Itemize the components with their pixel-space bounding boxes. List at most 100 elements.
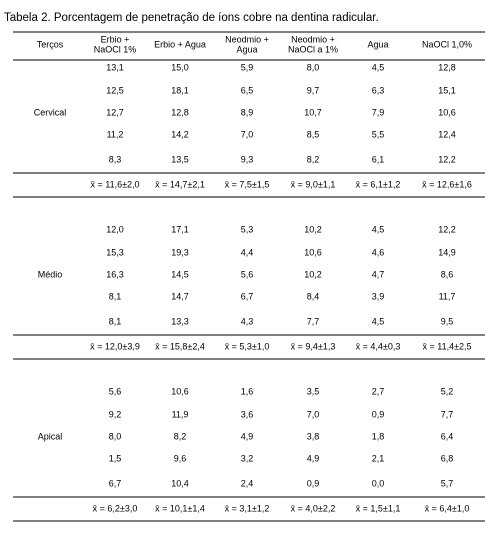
cell: 4,5 bbox=[372, 316, 385, 326]
mean-cell: x̄ = 1,5±1,1 bbox=[356, 503, 401, 513]
cell: 14,9 bbox=[438, 247, 456, 257]
mean-cell: x̄ = 11,4±2,5 bbox=[422, 341, 471, 351]
cell: 1,6 bbox=[241, 386, 254, 396]
column-header: Agua bbox=[236, 44, 257, 54]
cell: 6,7 bbox=[109, 478, 122, 488]
cell: 8,0 bbox=[307, 62, 320, 72]
cell: 5,6 bbox=[109, 386, 122, 396]
cell: 3,2 bbox=[241, 453, 254, 463]
cell: 7,9 bbox=[372, 107, 385, 117]
cell: 8,1 bbox=[109, 291, 122, 301]
cell: 9,5 bbox=[441, 316, 454, 326]
column-header: Neodmio + bbox=[225, 34, 269, 44]
mean-cell: x̄ = 4,4±0,3 bbox=[356, 341, 401, 351]
cell: 6,7 bbox=[241, 291, 254, 301]
mean-cell: x̄ = 9,4±1,3 bbox=[291, 341, 336, 351]
mean-cell: x̄ = 12,0±3,9 bbox=[90, 341, 140, 351]
cell: 10,2 bbox=[304, 269, 322, 279]
column-header: Erbio + Agua bbox=[154, 39, 206, 49]
cell: 12,7 bbox=[106, 107, 124, 117]
cell: 8,6 bbox=[441, 269, 454, 279]
cell: 5,3 bbox=[241, 224, 254, 234]
cell: 16,3 bbox=[106, 269, 124, 279]
cell: 4,4 bbox=[241, 247, 254, 257]
cell: 12,0 bbox=[106, 224, 124, 234]
cell: 4,5 bbox=[372, 62, 385, 72]
cell: 6,1 bbox=[372, 154, 385, 164]
mean-cell: x̄ = 6,1±1,2 bbox=[356, 179, 401, 189]
column-header: NaOCl 1,0% bbox=[422, 39, 472, 49]
cell: 8,3 bbox=[109, 154, 122, 164]
cell: 7,7 bbox=[307, 316, 320, 326]
cell: 19,3 bbox=[171, 247, 189, 257]
cell: 13,5 bbox=[171, 154, 189, 164]
mean-cell: x̄ = 9,0±1,1 bbox=[291, 179, 336, 189]
cell: 12,5 bbox=[106, 85, 124, 95]
mean-cell: x̄ = 4,0±2,2 bbox=[291, 503, 336, 513]
cell: 12,4 bbox=[438, 129, 456, 139]
cell: 10,6 bbox=[304, 247, 322, 257]
cell: 8,9 bbox=[241, 107, 254, 117]
cell: 2,4 bbox=[241, 478, 254, 488]
cell: 4,3 bbox=[241, 316, 254, 326]
cell: 11,2 bbox=[107, 129, 124, 139]
cell: 5,9 bbox=[241, 62, 254, 72]
cell: 10,6 bbox=[171, 386, 189, 396]
cell: 3,8 bbox=[307, 431, 320, 441]
cell: 4,5 bbox=[372, 224, 385, 234]
cell: 11,9 bbox=[172, 409, 189, 419]
cell: 13,3 bbox=[171, 316, 189, 326]
cell: 4,7 bbox=[372, 269, 385, 279]
column-header: Terços bbox=[37, 39, 64, 49]
mean-cell: x̄ = 6,2±3,0 bbox=[93, 503, 138, 513]
cell: 0,9 bbox=[307, 478, 320, 488]
cell: 9,2 bbox=[109, 409, 122, 419]
cell: 8,2 bbox=[307, 154, 320, 164]
cell: 10,4 bbox=[171, 478, 189, 488]
cell: 10,2 bbox=[304, 224, 322, 234]
cell: 15,0 bbox=[171, 62, 189, 72]
cell: 4,9 bbox=[307, 453, 320, 463]
cell: 12,2 bbox=[438, 154, 456, 164]
table-title: Tabela 2. Porcentagem de penetração de í… bbox=[4, 12, 379, 24]
mean-cell: x̄ = 15,8±2,4 bbox=[155, 341, 205, 351]
column-header: NaOCl a 1% bbox=[288, 44, 338, 54]
cell: 6,4 bbox=[441, 431, 454, 441]
cell: 8,2 bbox=[174, 431, 187, 441]
cell: 9,7 bbox=[307, 85, 320, 95]
cell: 4,9 bbox=[241, 431, 254, 441]
mean-cell: x̄ = 12,6±1,6 bbox=[422, 179, 472, 189]
cell: 8,0 bbox=[109, 431, 122, 441]
cell: 5,5 bbox=[372, 129, 385, 139]
column-header: Agua bbox=[367, 39, 388, 49]
cell: 11,7 bbox=[439, 291, 456, 301]
cell: 5,7 bbox=[441, 478, 454, 488]
cell: 1,5 bbox=[109, 453, 122, 463]
column-header: Erbio + bbox=[101, 34, 130, 44]
column-header: NaOCl 1% bbox=[94, 44, 137, 54]
cell: 14,5 bbox=[171, 269, 189, 279]
column-header: Neodmio + bbox=[291, 34, 335, 44]
cell: 8,1 bbox=[109, 316, 122, 326]
cell: 8,5 bbox=[307, 129, 320, 139]
mean-cell: x̄ = 10,1±1,4 bbox=[155, 503, 205, 513]
cell: 3,6 bbox=[241, 409, 254, 419]
cell: 8,4 bbox=[307, 291, 320, 301]
cell: 2,1 bbox=[372, 453, 385, 463]
cell: 9,3 bbox=[241, 154, 254, 164]
cell: 7,7 bbox=[441, 409, 454, 419]
cell: 10,6 bbox=[438, 107, 456, 117]
mean-cell: x̄ = 6,4±1,0 bbox=[425, 503, 470, 513]
cell: 17,1 bbox=[171, 224, 189, 234]
cell: 15,3 bbox=[106, 247, 124, 257]
cell: 5,2 bbox=[441, 386, 454, 396]
cell: 15,1 bbox=[438, 85, 456, 95]
cell: 1,8 bbox=[372, 431, 385, 441]
cell: 14,7 bbox=[171, 291, 189, 301]
cell: 12,2 bbox=[438, 224, 456, 234]
cell: 13,1 bbox=[106, 62, 124, 72]
cell: 18,1 bbox=[171, 85, 189, 95]
cell: 6,3 bbox=[372, 85, 385, 95]
cell: 12,8 bbox=[438, 62, 456, 72]
